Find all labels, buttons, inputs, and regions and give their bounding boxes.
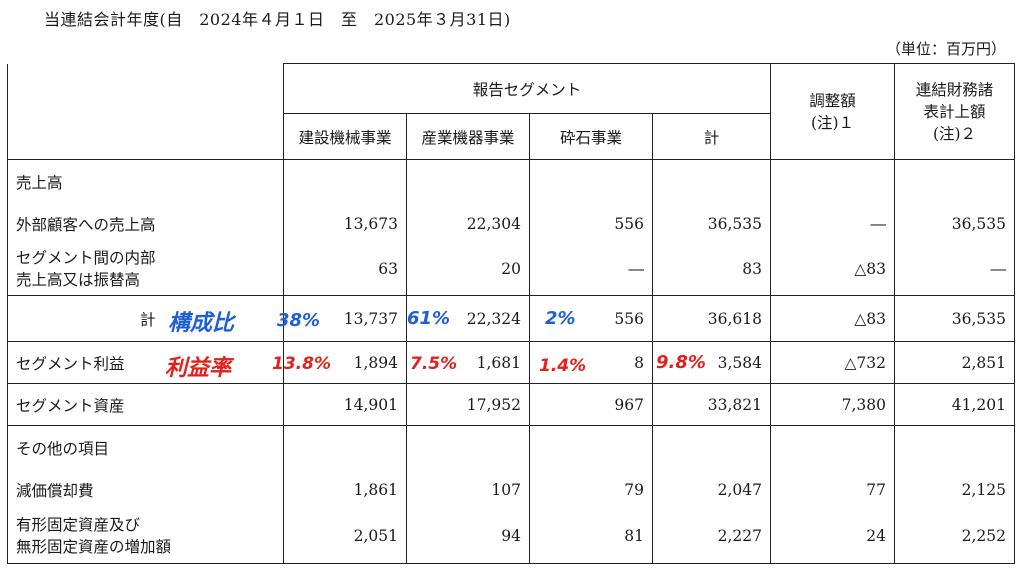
table-cell: 36,618 (651, 295, 772, 342)
table-cell: 1,894 (283, 341, 407, 384)
composition-ratio-industrial: 61% (407, 308, 451, 329)
table-cell: 79 (529, 469, 653, 510)
table-row-capex: 有形固定資産及び 無形固定資産の増加額 2,051 94 81 2,227 24… (7, 509, 1016, 564)
table-cell: 7,380 (770, 383, 896, 426)
table-row-depreciation: 減価償却費 1,861 107 79 2,047 77 2,125 (7, 469, 1016, 510)
other-items-heading: その他の項目 (7, 425, 284, 470)
sales-heading: 売上高 (7, 159, 284, 204)
profit-margin-stone: 1.4% (539, 356, 587, 376)
table-cell: 13,673 (283, 203, 407, 244)
header-corner (7, 63, 284, 114)
table-cell: 2,252 (894, 509, 1016, 564)
row-label: 減価償却費 (7, 469, 284, 510)
table-row-intersegment: セグメント間の内部 売上高又は振替高 63 20 ― 83 △83 ― (7, 243, 1016, 296)
table-cell: 967 (529, 383, 653, 426)
profit-margin-construction: 13.8% (272, 354, 331, 374)
segment-table: 報告セグメント 調整額 (注)１ 連結財務諸 表計上額 (注)２ 建設機械事業 … (7, 63, 1016, 564)
table-cell: ― (529, 243, 653, 296)
row-label: 計 (7, 295, 284, 342)
table-cell: △732 (770, 341, 896, 384)
col-segment-total: 計 (651, 113, 772, 160)
table-cell: 22,304 (406, 203, 530, 244)
adjustment-header-line2: (注)１ (810, 113, 855, 132)
adjustment-header-line1: 調整額 (809, 91, 856, 110)
row-label-line1: 有形固定資産及び (16, 516, 141, 535)
table-cell: 107 (406, 469, 530, 510)
table-cell: 83 (651, 243, 772, 296)
row-label-line1: セグメント間の内部 (16, 249, 156, 268)
table-cell: 41,201 (894, 383, 1016, 426)
cell-empty (406, 425, 530, 470)
table-cell: 2,851 (894, 341, 1016, 384)
composition-ratio-construction: 38% (277, 310, 321, 331)
table-cell: 14,901 (283, 383, 407, 426)
table-cell: 33,821 (651, 383, 772, 426)
row-label: 有形固定資産及び 無形固定資産の増加額 (7, 509, 284, 564)
consolidated-header-line1: 連結財務諸 (915, 80, 994, 99)
cell-empty (283, 159, 407, 204)
consolidated-header-line2: 表計上額 (923, 102, 986, 121)
table-cell: ― (894, 243, 1016, 296)
table-cell: 2,051 (283, 509, 407, 564)
table-row-segment-assets: セグメント資産 14,901 17,952 967 33,821 7,380 4… (7, 383, 1016, 426)
cell-empty (770, 425, 896, 470)
cell-empty (894, 159, 1016, 204)
table-cell: 36,535 (894, 203, 1016, 244)
table-cell: 77 (770, 469, 896, 510)
row-label-line2: 無形固定資産の増加額 (16, 538, 172, 557)
table-row-external-sales: 外部顧客への売上高 13,673 22,304 556 36,535 ― 36,… (7, 203, 1016, 244)
table-cell: 24 (770, 509, 896, 564)
col-crushed-stone: 砕石事業 (529, 113, 653, 160)
table-cell: 20 (406, 243, 530, 296)
fiscal-period: 当連結会計年度(自 2024年４月１日 至 2025年３月31日) (44, 10, 511, 29)
cell-empty (770, 159, 896, 204)
row-label: セグメント間の内部 売上高又は振替高 (7, 243, 284, 296)
table-cell: △83 (770, 295, 896, 342)
table-cell: 63 (283, 243, 407, 296)
cell-empty (529, 425, 653, 470)
consolidated-header: 連結財務諸 表計上額 (注)２ (894, 63, 1016, 160)
table-cell: 2,227 (651, 509, 772, 564)
table-cell: 556 (529, 203, 653, 244)
table-cell: 22,324 (406, 295, 530, 342)
cell-empty (651, 159, 772, 204)
row-label-line2: 売上高又は振替高 (16, 271, 141, 290)
row-label: 外部顧客への売上高 (7, 203, 284, 244)
table-cell: 13,737 (283, 295, 407, 342)
composition-ratio-stone: 2% (545, 308, 576, 329)
adjustment-header: 調整額 (注)１ (770, 63, 896, 160)
cell-empty (283, 425, 407, 470)
table-cell: 17,952 (406, 383, 530, 426)
col-industrial-equipment: 産業機器事業 (406, 113, 530, 160)
table-cell: 81 (529, 509, 653, 564)
table-cell: 3,584 (651, 341, 772, 384)
profit-margin-total: 9.8% (656, 352, 706, 373)
table-cell: 36,535 (894, 295, 1016, 342)
table-cell: 94 (406, 509, 530, 564)
table-cell: 2,125 (894, 469, 1016, 510)
profit-margin-industrial: 7.5% (410, 354, 458, 374)
row-label: セグメント利益 (7, 341, 284, 384)
unit-note: （単位：百万円） (885, 40, 1006, 58)
cell-empty (651, 425, 772, 470)
table-cell: △83 (770, 243, 896, 296)
table-cell: 1,861 (283, 469, 407, 510)
row-label: セグメント資産 (7, 383, 284, 426)
table-row-total: 計 13,737 22,324 556 36,618 △83 36,535 (7, 295, 1016, 342)
profit-margin-label: 利益率 (165, 356, 232, 381)
table-row-segment-profit: セグメント利益 1,894 1,681 8 3,584 △732 2,851 (7, 341, 1016, 384)
cell-empty (406, 159, 530, 204)
cell-empty (529, 159, 653, 204)
reporting-segment-header: 報告セグメント (282, 63, 772, 114)
col-construction-machinery: 建設機械事業 (283, 113, 407, 160)
consolidated-header-line3: (注)２ (932, 124, 977, 143)
composition-ratio-label: 構成比 (168, 311, 235, 336)
table-cell: 36,535 (651, 203, 772, 244)
table-cell: ― (770, 203, 896, 244)
header-corner-lower (7, 113, 284, 160)
cell-empty (894, 425, 1016, 470)
table-cell: 2,047 (651, 469, 772, 510)
